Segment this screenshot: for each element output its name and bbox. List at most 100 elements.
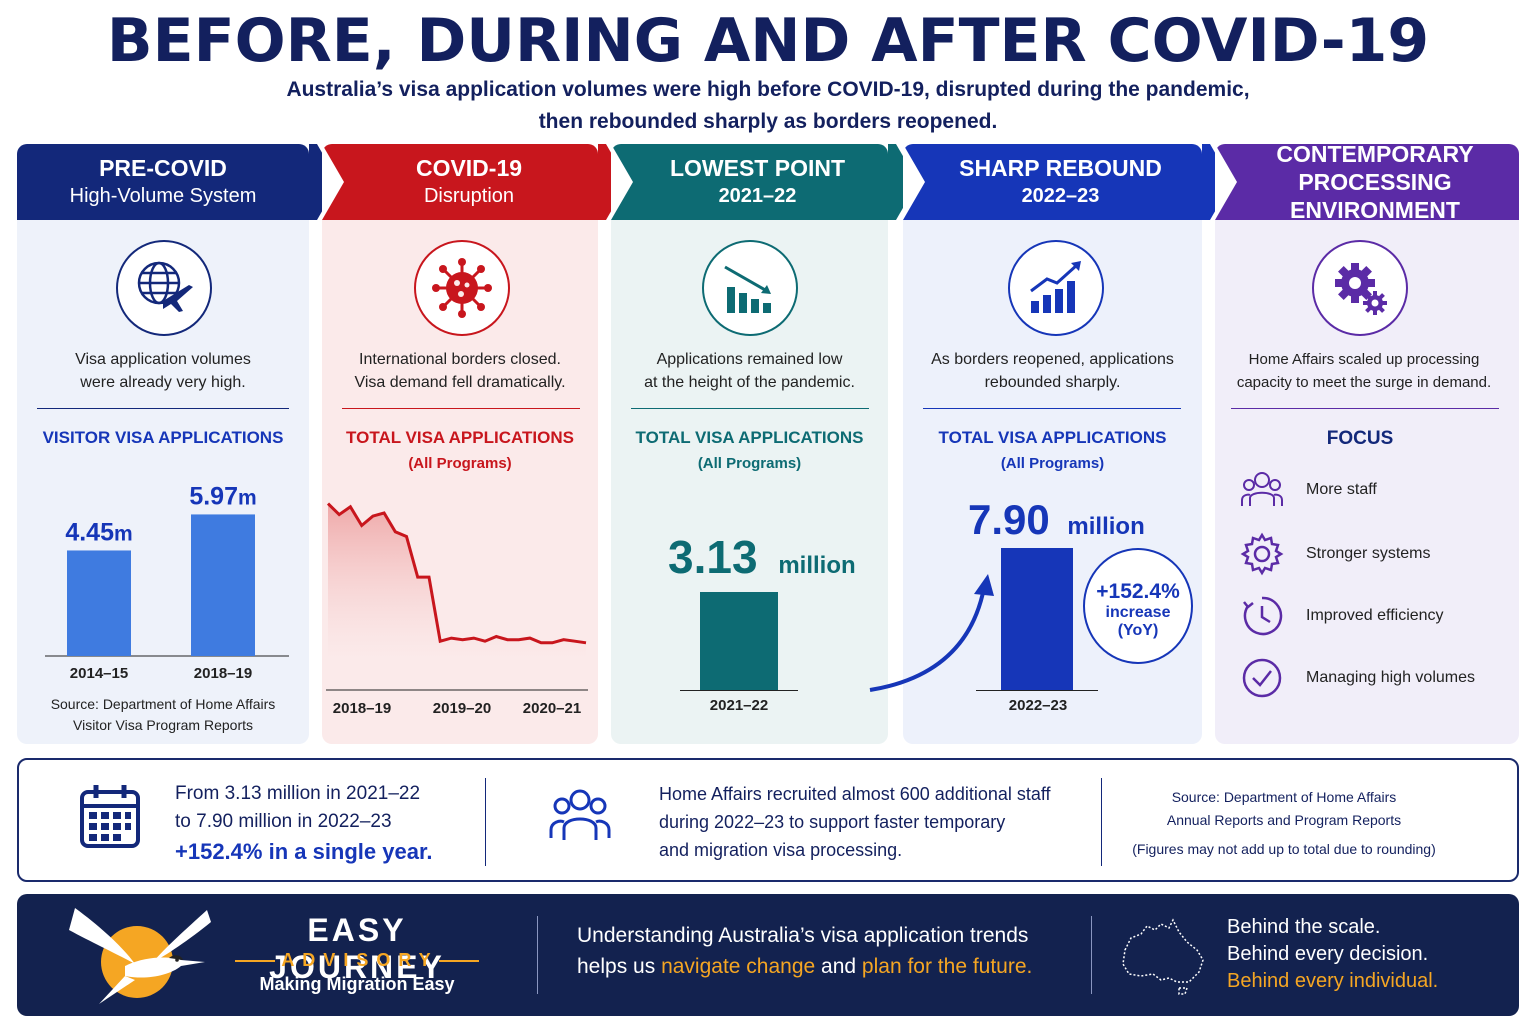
section-subtitle: (All Programs) (1000, 455, 1105, 472)
source-line: Source: Department of Home Affairs (1171, 789, 1397, 805)
chevron-notch-3 (611, 144, 633, 220)
value-number: 3.13 (668, 531, 758, 583)
chevron-notch-4 (903, 144, 925, 220)
bar (191, 514, 255, 656)
summary-box: From 3.13 million in 2021–22 to 7.90 mil… (17, 758, 1519, 882)
message-part: and (815, 955, 862, 978)
summary-left: From 3.13 million in 2021–22 to 7.90 mil… (175, 780, 432, 866)
chevron-notch-5 (1215, 144, 1237, 220)
footer-right: Behind the scale. Behind every decision.… (1227, 914, 1438, 995)
desc-sharp-rebound: As borders reopened, applications reboun… (903, 348, 1202, 394)
bar-category-label: 2014–15 (70, 665, 128, 682)
header-sharp-rebound: SHARP REBOUND 2022–23 (903, 144, 1202, 220)
area-tick-label: 2020–21 (523, 700, 581, 717)
brand-advisory: ADVISORY (281, 950, 439, 970)
focus-label: Managing high volumes (1306, 669, 1475, 686)
bar-category-label: 2018–19 (194, 665, 252, 682)
header-title: CONTEMPORARY (1276, 144, 1474, 167)
focus-label: Stronger systems (1306, 545, 1431, 562)
header-title: COVID-19 (415, 155, 523, 181)
rebound-year: 2022–23 (1008, 697, 1068, 714)
header-subtitle: High-Volume System (69, 185, 257, 207)
source-line: Annual Reports and Program Reports (1166, 812, 1402, 828)
page-subtitle: Australia’s visa application volumes wer… (268, 74, 1268, 138)
desc-line: rebounded sharply. (984, 374, 1121, 391)
globe-plane-icon (116, 240, 212, 336)
area-line (326, 502, 587, 645)
declining-chart-icon (702, 240, 798, 336)
badge-label: increase (1105, 604, 1171, 621)
lowest-baseline (680, 690, 798, 691)
people-icon (1241, 472, 1283, 506)
section-title: VISITOR VISA APPLICATIONS (42, 428, 284, 447)
rebound-bar (1001, 548, 1073, 690)
check-circle-icon (1242, 658, 1282, 698)
section-subtitle: (All Programs) (408, 455, 512, 472)
section-title: TOTAL VISA APPLICATIONS (635, 428, 864, 447)
message-highlight: navigate change (661, 955, 816, 978)
rising-chart-icon (1008, 240, 1104, 336)
brand-tagline: Making Migration Easy (259, 974, 455, 994)
focus-label: Improved efficiency (1306, 607, 1444, 624)
desc-line: As borders reopened, applications (931, 351, 1174, 368)
divider (923, 408, 1181, 409)
right-line: Behind the scale. (1227, 916, 1381, 938)
page-title: BEFORE, DURING AND AFTER COVID-19 (106, 6, 1430, 76)
subtitle-line-2: then rebounded sharply as borders reopen… (538, 110, 998, 133)
lowest-bar (700, 592, 778, 690)
header-subtitle: Disruption (423, 185, 515, 207)
lowest-year: 2021–22 (709, 697, 769, 714)
badge-percent: +152.4% (1096, 580, 1180, 603)
subtitle-line-1: Australia’s visa application volumes wer… (286, 78, 1250, 101)
summary-middle: Home Affairs recruited almost 600 additi… (659, 780, 1051, 864)
desc-line: Applications remained low (656, 351, 843, 368)
focus-item-stronger-systems: Stronger systems (1240, 532, 1430, 576)
footer-divider (537, 916, 538, 994)
footer-divider (1091, 916, 1092, 994)
area-tick-label: 2019–20 (433, 700, 491, 717)
desc-line: International borders closed. (359, 351, 561, 368)
australia-map-icon (1122, 918, 1204, 995)
header-pre-covid: PRE-COVID High-Volume System (17, 144, 309, 220)
source-note: (Figures may not add up to total due to … (1132, 841, 1436, 857)
summary-line: From 3.13 million in 2021–22 (175, 783, 421, 804)
summary-line: during 2022–23 to support faster tempora… (659, 812, 1006, 832)
value-unit: million (1067, 513, 1145, 540)
area-tick-label: 2018–19 (333, 700, 391, 717)
message-highlight: plan for the future. (861, 955, 1033, 978)
summary-source: Source: Department of Home Affairs Annua… (1119, 786, 1449, 861)
divider (37, 408, 289, 409)
section-title: FOCUS (1326, 428, 1394, 449)
header-subtitle: 2021–22 (718, 185, 797, 207)
desc-line: were already very high. (80, 374, 246, 391)
desc-line: Home Affairs scaled up processing (1248, 351, 1480, 368)
rebound-baseline (976, 690, 1098, 691)
message-line: Understanding Australia’s visa applicati… (577, 924, 1029, 947)
value-number: 7.90 (968, 496, 1050, 543)
header-covid: COVID-19 Disruption (322, 144, 598, 220)
badge-yoy: (YoY) (1117, 622, 1159, 639)
desc-line: at the height of the pandemic. (644, 374, 855, 391)
increase-badge: +152.4% increase (YoY) (1083, 548, 1193, 664)
brand-sub: ADVISORY (227, 950, 487, 971)
desc-pre-covid: Visa application volumes were already ve… (17, 348, 309, 394)
value-unit: million (778, 552, 856, 579)
lowest-value: 3.13 million (668, 530, 856, 584)
brand-name: EASY JOURNEY (269, 912, 445, 985)
divider (1231, 408, 1499, 409)
bar (67, 550, 131, 656)
right-line: Behind every decision. (1227, 943, 1429, 965)
summary-line: Home Affairs recruited almost 600 additi… (659, 784, 1051, 804)
right-line-highlight: Behind every individual. (1227, 970, 1439, 992)
desc-line: Visa demand fell dramatically. (354, 374, 566, 391)
desc-contemporary: Home Affairs scaled up processing capaci… (1215, 348, 1513, 394)
header-subtitle: 2022–23 (1021, 185, 1100, 207)
divider (342, 408, 580, 409)
total-visa-area-chart: 2018–19 2019–20 2020–21 (326, 502, 588, 717)
area-fill (328, 503, 586, 660)
focus-item-improved-efficiency: Improved efficiency (1240, 594, 1444, 638)
desc-line: capacity to meet the surge in demand. (1236, 374, 1492, 391)
header-subtitle: PROCESSING ENVIRONMENT (1290, 169, 1460, 223)
virus-icon (414, 240, 510, 336)
source-line: Visitor Visa Program Reports (73, 717, 253, 733)
